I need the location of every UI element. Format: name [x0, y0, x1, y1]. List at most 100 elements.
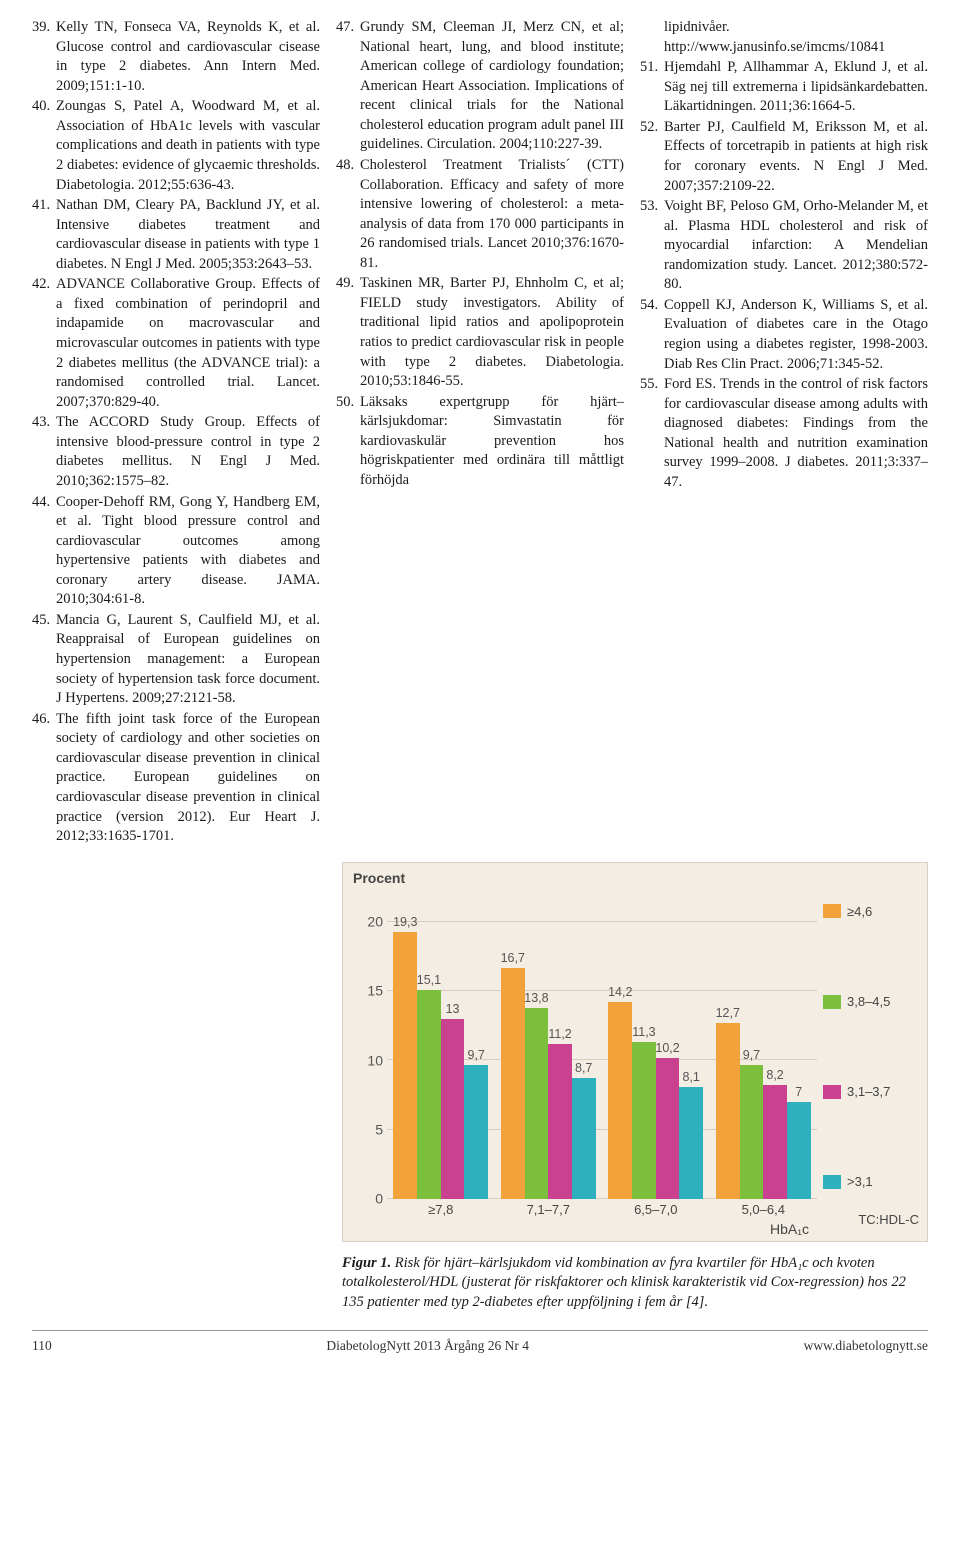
ref-number: 45. [32, 611, 56, 709]
reference-48: 48.Cholesterol Treatment Trialists´ (CTT… [336, 156, 624, 273]
bar-group: 14,211,310,28,1 [602, 895, 710, 1199]
reference-45: 45.Mancia G, Laurent S, Caulfield MJ, et… [32, 611, 320, 709]
ref-text: Mancia G, Laurent S, Caulfield MJ, et al… [56, 611, 320, 709]
ref-number: 51. [640, 58, 664, 117]
legend-label: ≥4,6 [847, 903, 872, 921]
figure-caption: Figur 1. Risk för hjärt–kärlsjukdom vid … [342, 1254, 928, 1313]
bar-value-label: 9,7 [743, 1047, 760, 1064]
legend-label: >3,1 [847, 1173, 873, 1191]
ref-number: 48. [336, 156, 360, 273]
reference-column-2: 47.Grundy SM, Cleeman JI, Merz CN, et al… [336, 18, 624, 848]
bar-chart: Procent 05101520 19,315,1139,716,713,811… [342, 862, 928, 1242]
plot-area: 19,315,1139,716,713,811,28,714,211,310,2… [387, 895, 817, 1199]
legend-item: 3,8–4,5 [823, 993, 890, 1011]
y-axis-label: Procent [353, 869, 405, 888]
reference-54: 54.Coppell KJ, Anderson K, Williams S, e… [640, 296, 928, 374]
bar-groups: 19,315,1139,716,713,811,28,714,211,310,2… [387, 895, 817, 1199]
ref-text: lipidnivåer. http://www.janusinfo.se/imc… [664, 18, 928, 57]
ref-number: 50. [336, 393, 360, 491]
reference-40: 40.Zoungas S, Patel A, Woodward M, et al… [32, 97, 320, 195]
ref-number: 39. [32, 18, 56, 96]
bar: 8,2 [763, 1085, 787, 1198]
ref-text: Zoungas S, Patel A, Woodward M, et al. A… [56, 97, 320, 195]
reference-50: 50.Läksaks expertgrupp för hjärt–kärlsju… [336, 393, 624, 491]
legend-item: ≥4,6 [823, 903, 872, 921]
ref-text: ADVANCE Collaborative Group. Effects of … [56, 275, 320, 412]
bar-value-label: 8,7 [575, 1060, 592, 1077]
caption-lead: Figur 1. [342, 1255, 391, 1271]
ref-number: 55. [640, 375, 664, 492]
bar: 10,2 [656, 1058, 680, 1199]
ref-text: Taskinen MR, Barter PJ, Ehnholm C, et al… [360, 274, 624, 391]
reference-44: 44.Cooper-Dehoff RM, Gong Y, Handberg EM… [32, 493, 320, 610]
bar: 14,2 [608, 1002, 632, 1198]
ref-text: Kelly TN, Fonseca VA, Reynolds K, et al.… [56, 18, 320, 96]
reference-column-3: lipidnivåer. http://www.janusinfo.se/imc… [640, 18, 928, 848]
reference-55: 55.Ford ES. Trends in the control of ris… [640, 375, 928, 492]
legend-label: 3,1–3,7 [847, 1083, 890, 1101]
legend-swatch [823, 995, 841, 1009]
reference-53: 53.Voight BF, Peloso GM, Orho-Melander M… [640, 197, 928, 295]
bar: 13,8 [525, 1008, 549, 1199]
legend-swatch [823, 1085, 841, 1099]
bar-value-label: 15,1 [417, 972, 441, 989]
bar-group: 12,79,78,27 [710, 895, 818, 1199]
bar: 7 [787, 1102, 811, 1199]
y-tick: 0 [351, 1189, 383, 1208]
reference-50-cont: lipidnivåer. http://www.janusinfo.se/imc… [640, 18, 928, 57]
page-number: 110 [32, 1337, 52, 1355]
bar-value-label: 8,2 [766, 1067, 783, 1084]
caption-body: Risk för hjärt–kärlsjukdom vid kombinati… [342, 1255, 906, 1310]
bar-value-label: 16,7 [501, 950, 525, 967]
bar-value-label: 12,7 [716, 1005, 740, 1022]
ref-number: 40. [32, 97, 56, 195]
ref-number: 53. [640, 197, 664, 295]
y-axis-ticks: 05101520 [351, 895, 383, 1199]
ref-number: 49. [336, 274, 360, 391]
ref-text: Hjemdahl P, Allhammar A, Eklund J, et al… [664, 58, 928, 117]
legend-item: >3,1 [823, 1173, 873, 1191]
reference-41: 41.Nathan DM, Cleary PA, Backlund JY, et… [32, 196, 320, 274]
reference-52: 52.Barter PJ, Caulfield M, Eriksson M, e… [640, 118, 928, 196]
ref-text: Voight BF, Peloso GM, Orho-Melander M, e… [664, 197, 928, 295]
ref-text: Nathan DM, Cleary PA, Backlund JY, et al… [56, 196, 320, 274]
legend-swatch [823, 904, 841, 918]
ref-number: 44. [32, 493, 56, 610]
ref-text: Coppell KJ, Anderson K, Williams S, et a… [664, 296, 928, 374]
bar: 16,7 [501, 968, 525, 1199]
legend-label: 3,8–4,5 [847, 993, 890, 1011]
reference-51: 51.Hjemdahl P, Allhammar A, Eklund J, et… [640, 58, 928, 117]
y-tick: 15 [351, 982, 383, 1001]
ref-number: 43. [32, 413, 56, 491]
legend-swatch [823, 1175, 841, 1189]
legend-item: 3,1–3,7 [823, 1083, 890, 1101]
ref-text: The ACCORD Study Group. Effects of inten… [56, 413, 320, 491]
bar-value-label: 14,2 [608, 984, 632, 1001]
reference-42: 42.ADVANCE Collaborative Group. Effects … [32, 275, 320, 412]
legend-title: TC:HDL-C [858, 1211, 919, 1229]
y-tick: 5 [351, 1120, 383, 1139]
bar: 9,7 [464, 1065, 488, 1199]
x-tick-label: ≥7,8 [387, 1201, 495, 1219]
bar: 9,7 [740, 1065, 764, 1199]
bar: 12,7 [716, 1023, 740, 1198]
ref-text: Grundy SM, Cleeman JI, Merz CN, et al; N… [360, 18, 624, 155]
ref-text: The fifth joint task force of the Europe… [56, 710, 320, 847]
ref-text: Läksaks expertgrupp för hjärt–kärlsjukdo… [360, 393, 624, 491]
reference-46: 46.The fifth joint task force of the Eur… [32, 710, 320, 847]
ref-number: 46. [32, 710, 56, 847]
reference-47: 47.Grundy SM, Cleeman JI, Merz CN, et al… [336, 18, 624, 155]
bar: 11,3 [632, 1042, 656, 1198]
bar-value-label: 10,2 [655, 1040, 679, 1057]
page-footer: 110 DiabetologNytt 2013 Årgång 26 Nr 4 w… [32, 1330, 928, 1355]
y-tick: 10 [351, 1051, 383, 1070]
bar: 11,2 [548, 1044, 572, 1199]
legend: ≥4,6 3,8–4,5 3,1–3,7 >3,1 [823, 903, 919, 1191]
bar-value-label: 19,3 [393, 914, 417, 931]
bar-value-label: 8,1 [683, 1069, 700, 1086]
y-tick: 20 [351, 913, 383, 932]
bar-value-label: 11,2 [548, 1026, 571, 1043]
journal-info: DiabetologNytt 2013 Årgång 26 Nr 4 [326, 1337, 529, 1355]
bar-group: 16,713,811,28,7 [495, 895, 603, 1199]
x-axis-title: HbA₁c [770, 1220, 809, 1239]
